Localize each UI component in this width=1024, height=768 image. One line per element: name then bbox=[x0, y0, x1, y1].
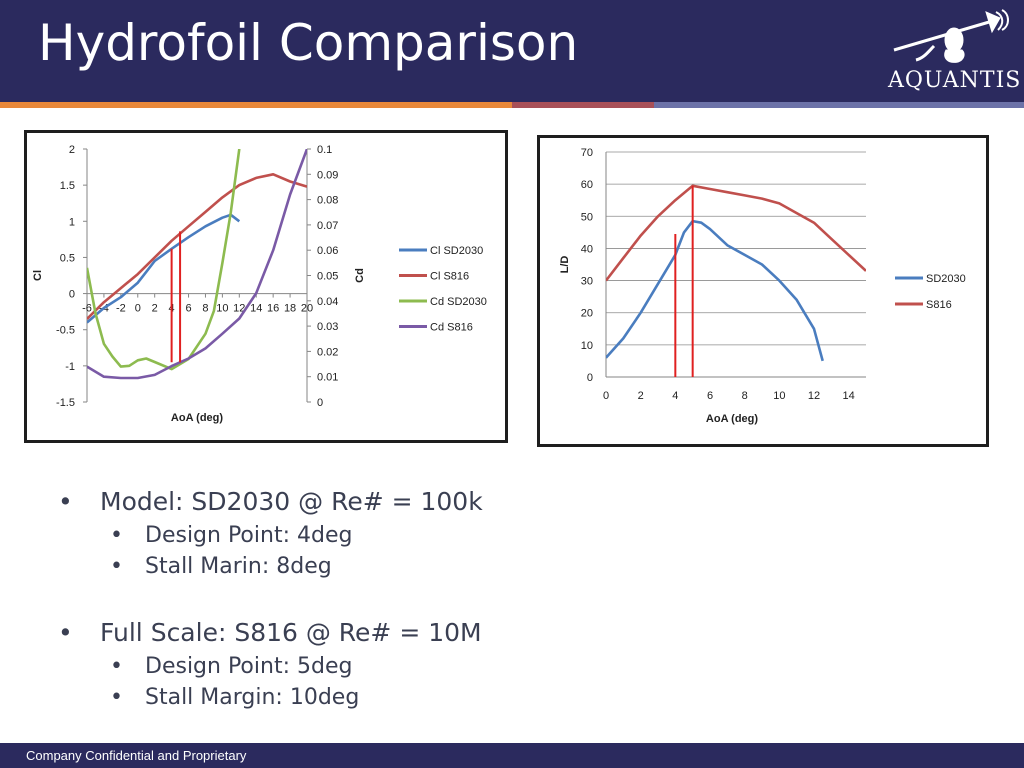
y-tick-label: -1 bbox=[65, 361, 75, 373]
y-tick-label: 2 bbox=[69, 144, 75, 156]
stripe-orange bbox=[0, 102, 512, 108]
y-tick-label: -1.5 bbox=[56, 397, 75, 409]
cl-cd-chart-svg: 2 1.5 1 0.5 0 -0.5 -1 -1.5 0.1 0.09 0.08 0.07 0.06 0.… bbox=[32, 144, 487, 424]
x-axis-title: AoA (deg) bbox=[706, 413, 758, 425]
series-line-cd-s816 bbox=[87, 149, 307, 380]
legend-label-sd2030: SD2030 bbox=[926, 273, 966, 285]
y-tick-label: 1.5 bbox=[60, 180, 75, 192]
x-tick-label: 6 bbox=[707, 390, 713, 402]
x-tick-label: -2 bbox=[116, 303, 126, 315]
slide-footer: Company Confidential and Proprietary bbox=[0, 743, 1024, 768]
y2-tick-label: 0.02 bbox=[317, 346, 338, 358]
x-tick-label: 10 bbox=[216, 303, 228, 315]
stripe-red bbox=[512, 102, 654, 108]
slide-title: Hydrofoil Comparison bbox=[38, 14, 579, 72]
x-axis-title: AoA (deg) bbox=[171, 412, 223, 424]
x-tick-label: 14 bbox=[250, 303, 262, 315]
bullet-list: • Model: SD2030 @ Re# = 100k • Design Po… bbox=[58, 484, 758, 713]
x-tick-label: 8 bbox=[742, 390, 748, 402]
bullet-model: • Model: SD2030 @ Re# = 100k bbox=[58, 484, 758, 520]
slide-header: Hydrofoil Comparison AQUANTIS bbox=[0, 0, 1024, 102]
y-tick-label: 40 bbox=[581, 243, 593, 255]
y2-tick-label: 0.04 bbox=[317, 296, 338, 308]
bullet-dot: • bbox=[110, 523, 123, 548]
y2-tick-label: 0.01 bbox=[317, 372, 338, 384]
bullet-dot: • bbox=[58, 487, 73, 516]
sub-bullet-text: Design Point: 5deg bbox=[145, 654, 353, 679]
x-tick-label: 0 bbox=[603, 390, 609, 402]
bullet-text: Model: SD2030 @ Re# = 100k bbox=[100, 487, 483, 516]
x-tick-label: 4 bbox=[672, 390, 678, 402]
y-tick-label: -0.5 bbox=[56, 325, 75, 337]
ld-chart: 70 60 50 40 30 20 10 0 0 2 4 6 8 10 12 14 AoA (deg) L/D SD… bbox=[537, 135, 989, 447]
y-tick-label: 50 bbox=[581, 211, 593, 223]
y2-tick-label: 0.03 bbox=[317, 321, 338, 333]
series-line-cl-s816 bbox=[87, 173, 307, 320]
x-tick-label: 2 bbox=[152, 303, 158, 315]
sub-bullet-model-design: • Design Point: 4deg bbox=[110, 520, 758, 551]
x-tick-label: -6 bbox=[82, 303, 92, 315]
series-line-s816 bbox=[606, 184, 866, 282]
y2-tick-label: 0.06 bbox=[317, 245, 338, 257]
x-tick-label: 12 bbox=[808, 390, 820, 402]
x-tick-label: 16 bbox=[267, 303, 279, 315]
sub-bullet-full-stall: • Stall Margin: 10deg bbox=[110, 682, 758, 713]
trident-logo-icon bbox=[893, 9, 1009, 63]
bullet-text: Full Scale: S816 @ Re# = 10M bbox=[100, 618, 482, 647]
y2-tick-label: 0.1 bbox=[317, 144, 332, 156]
logo-wordmark: AQUANTIS bbox=[888, 68, 1022, 93]
legend-label-cl-s816: Cl S816 bbox=[430, 271, 469, 283]
x-tick-label: 14 bbox=[843, 390, 855, 402]
sub-bullet-text: Design Point: 4deg bbox=[145, 523, 353, 548]
legend-label-s816: S816 bbox=[926, 299, 952, 311]
bullet-full-scale: • Full Scale: S816 @ Re# = 10M bbox=[58, 615, 758, 651]
y-tick-label: 0 bbox=[587, 372, 593, 384]
x-tick-label: 20 bbox=[301, 303, 313, 315]
y-tick-label: 30 bbox=[581, 276, 593, 288]
series-line-cd-sd2030 bbox=[87, 149, 241, 371]
stripe-blue bbox=[654, 102, 1024, 108]
x-tick-label: 2 bbox=[638, 390, 644, 402]
bullet-dot: • bbox=[110, 654, 123, 679]
y-tick-label: 70 bbox=[581, 147, 593, 159]
y2-axis-title: Cd bbox=[354, 268, 366, 283]
series-line-cl-sd2030 bbox=[87, 213, 241, 324]
sub-bullet-text: Stall Marin: 8deg bbox=[145, 554, 332, 579]
legend-label-cd-s816: Cd S816 bbox=[430, 322, 473, 334]
footer-text: Company Confidential and Proprietary bbox=[26, 748, 247, 763]
y2-tick-label: 0.08 bbox=[317, 195, 338, 207]
x-tick-label: 10 bbox=[773, 390, 785, 402]
accent-stripe bbox=[0, 102, 1024, 108]
sub-bullet-text: Stall Margin: 10deg bbox=[145, 685, 360, 710]
x-tick-label: 6 bbox=[185, 303, 191, 315]
cl-cd-chart: 2 1.5 1 0.5 0 -0.5 -1 -1.5 0.1 0.09 0.08 0.07 0.06 0.… bbox=[24, 130, 508, 443]
x-tick-label: 0 bbox=[135, 303, 141, 315]
y-axis-title: L/D bbox=[559, 256, 571, 274]
legend-label-cl-sd2030: Cl SD2030 bbox=[430, 245, 483, 257]
bullet-dot: • bbox=[110, 554, 123, 579]
x-tick-label: 8 bbox=[202, 303, 208, 315]
legend-label-cd-sd2030: Cd SD2030 bbox=[430, 296, 487, 308]
bullet-dot: • bbox=[110, 685, 123, 710]
y2-tick-label: 0 bbox=[317, 397, 323, 409]
sub-bullet-model-stall: • Stall Marin: 8deg bbox=[110, 551, 758, 582]
y-tick-label: 60 bbox=[581, 179, 593, 191]
y2-tick-label: 0.05 bbox=[317, 271, 338, 283]
series-line-sd2030 bbox=[606, 219, 824, 362]
y-tick-label: 1 bbox=[69, 216, 75, 228]
sub-bullet-full-design: • Design Point: 5deg bbox=[110, 651, 758, 682]
y-axis-title: Cl bbox=[32, 270, 44, 281]
y-tick-label: 0.5 bbox=[60, 252, 75, 264]
y-tick-label: 10 bbox=[581, 340, 593, 352]
y-tick-label: 0 bbox=[69, 289, 75, 301]
x-tick-label: 18 bbox=[284, 303, 296, 315]
bullet-dot: • bbox=[58, 618, 73, 647]
y2-tick-label: 0.07 bbox=[317, 220, 338, 232]
y-tick-label: 20 bbox=[581, 308, 593, 320]
ld-chart-svg: 70 60 50 40 30 20 10 00 2 4 6 8 10 12 14 AoA (deg) L/D SD… bbox=[559, 147, 966, 425]
y2-tick-label: 0.09 bbox=[317, 169, 338, 181]
